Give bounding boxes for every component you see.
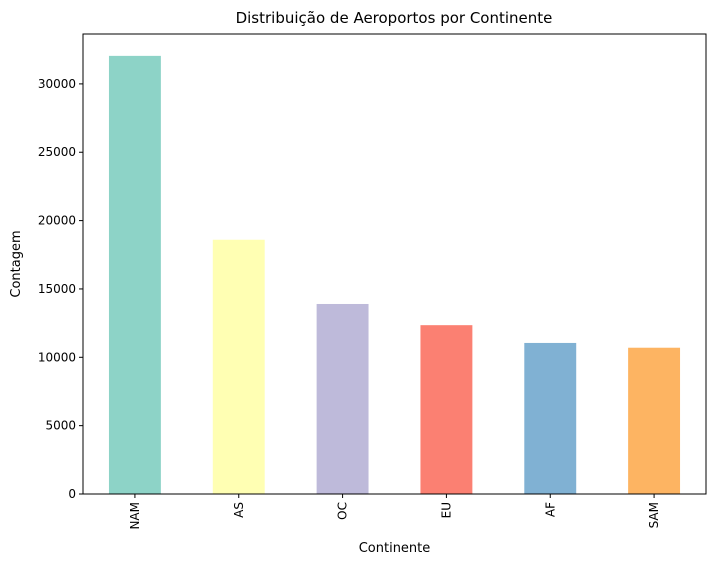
plot-frame: [82, 33, 707, 495]
y-tick-label: 25000: [38, 145, 76, 159]
x-tick-label-af: AF: [543, 502, 557, 517]
y-tick-label: 0: [68, 487, 76, 501]
y-tick-label: 15000: [38, 282, 76, 296]
chart-title: Distribuição de Aeroportos por Continent…: [236, 9, 553, 27]
x-tick-label-sam: SAM: [647, 502, 661, 528]
y-axis: 0 5000 10000 15000 20000 25000 30000: [38, 77, 83, 501]
bar-as: [212, 239, 265, 494]
x-tick-label-eu: EU: [439, 502, 453, 518]
bar-oc: [316, 303, 369, 494]
x-tick-label-as: AS: [232, 502, 246, 518]
bar-af: [524, 342, 577, 494]
bar-nam: [108, 55, 161, 494]
bar-eu: [420, 325, 473, 494]
y-axis-title: Contagem: [9, 230, 24, 297]
bar-sam: [628, 347, 681, 494]
x-tick-label-oc: OC: [336, 502, 350, 520]
x-tick-label-nam: NAM: [128, 502, 142, 530]
x-axis: NAM AS OC EU AF SAM: [128, 494, 661, 530]
y-tick-label: 20000: [38, 214, 76, 228]
y-tick-label: 5000: [45, 419, 76, 433]
x-axis-title: Continente: [359, 541, 431, 556]
y-tick-label: 10000: [38, 350, 76, 364]
bars-group: [108, 55, 681, 494]
y-tick-label: 30000: [38, 77, 76, 91]
